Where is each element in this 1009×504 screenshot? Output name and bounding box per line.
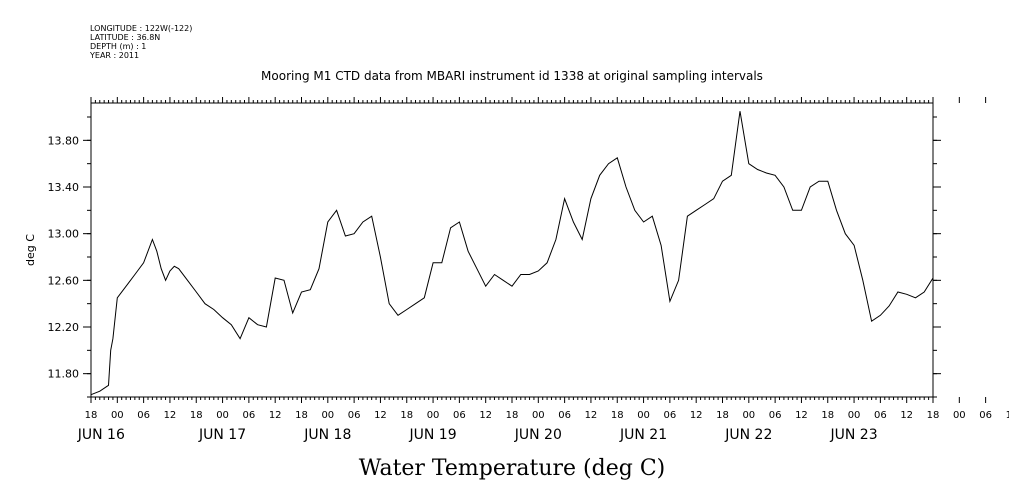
x-hour-label: 00: [637, 410, 650, 421]
y-axis-label: deg C: [24, 234, 37, 266]
x-hour-label: 18: [295, 410, 308, 421]
x-hour-label: 06: [558, 410, 571, 421]
x-day-label: JUN 18: [303, 427, 351, 443]
x-hour-label: 12: [690, 410, 703, 421]
x-hour-label: 00: [427, 410, 440, 421]
x-hour-label: 12: [585, 410, 598, 421]
y-tick-label: 12.60: [48, 274, 80, 287]
y-axis: 11.80 12.20 12.60 13.00 13.40 13.80: [48, 116, 941, 398]
temperature-series-line: [90, 111, 934, 396]
x-day-label: JUN 23: [830, 427, 878, 443]
longitude-label: LONGITUDE : 122W(-122): [90, 24, 192, 33]
x-hour-label: 18: [506, 410, 519, 421]
x-day-label: JUN 17: [198, 427, 246, 443]
y-tick-label: 13.80: [48, 134, 80, 147]
x-hour-label: 06: [348, 410, 361, 421]
x-hour-label: 12: [1006, 410, 1009, 421]
x-day-label: JUN 21: [619, 427, 667, 443]
x-hour-label: 06: [874, 410, 887, 421]
depth-label: DEPTH (m) : 1: [90, 42, 146, 51]
x-hour-label: 06: [243, 410, 256, 421]
x-hour-label: 00: [742, 410, 755, 421]
y-tick-label: 13.00: [48, 228, 80, 241]
x-hour-label: 00: [848, 410, 861, 421]
x-day-label: JUN 19: [409, 427, 457, 443]
x-hour-label: 12: [164, 410, 177, 421]
x-day-label: JUN 22: [724, 427, 772, 443]
chart-title: Mooring M1 CTD data from MBARI instrumen…: [261, 69, 763, 83]
x-hour-label: 12: [269, 410, 282, 421]
x-hour-label: 18: [927, 410, 940, 421]
x-hour-label: 06: [769, 410, 782, 421]
x-hour-label: 00: [321, 410, 334, 421]
x-hour-label: 06: [664, 410, 677, 421]
minor-ticks: [94, 100, 930, 400]
latitude-label: LATITUDE : 36.8N: [90, 33, 160, 42]
x-hour-label: 18: [821, 410, 834, 421]
x-hour-label: 18: [400, 410, 413, 421]
x-day-label: JUN 16: [77, 427, 125, 443]
x-hour-label: 18: [85, 410, 98, 421]
x-axis-title: Water Temperature (deg C): [359, 456, 666, 481]
x-hour-label: 12: [795, 410, 808, 421]
x-hour-label: 12: [900, 410, 913, 421]
x-hour-label: 06: [453, 410, 466, 421]
x-hour-label: 18: [611, 410, 624, 421]
x-hour-label: 12: [374, 410, 387, 421]
y-tick-label: 13.40: [48, 181, 80, 194]
x-hour-label: 00: [216, 410, 229, 421]
x-hour-label: 18: [190, 410, 203, 421]
x-hour-label: 06: [137, 410, 150, 421]
plot-frame: [90, 102, 934, 398]
x-hour-label: 18: [716, 410, 729, 421]
x-day-label: JUN 20: [514, 427, 562, 443]
x-hour-label: 00: [111, 410, 124, 421]
x-hour-label: 06: [979, 410, 992, 421]
y-tick-label: 11.80: [48, 368, 80, 381]
x-hour-label: 00: [953, 410, 966, 421]
y-tick-label: 12.20: [48, 321, 80, 334]
x-hour-label: 00: [532, 410, 545, 421]
x-axis: 18 00 06 12 18 00 06 12 18 00 06 12 18 00 06 12 18 00 06 12…: [77, 97, 1009, 443]
x-hour-label: 12: [479, 410, 492, 421]
year-label: YEAR : 2011: [89, 51, 139, 60]
